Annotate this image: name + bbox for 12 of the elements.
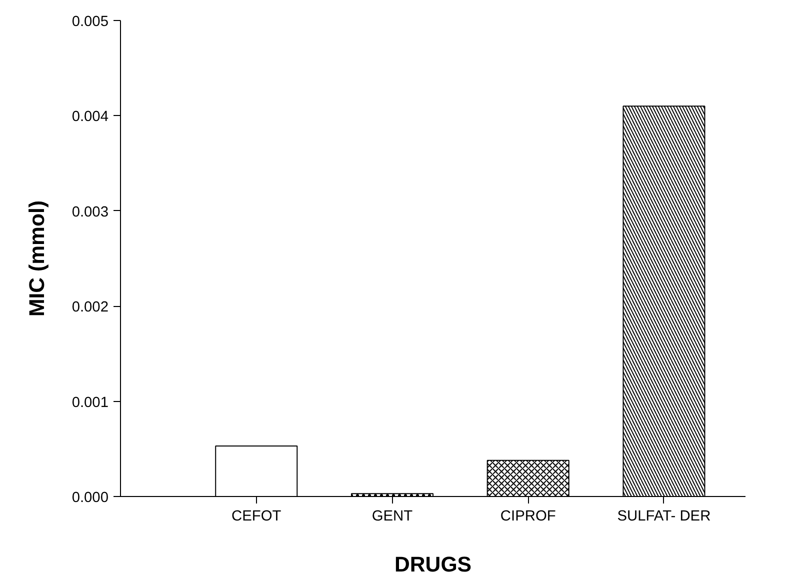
- x-axis-title: DRUGS: [394, 552, 472, 576]
- x-tick-label: SULFAT- DER: [617, 508, 711, 524]
- y-tick-label: 0.000: [72, 490, 109, 506]
- y-tick-label: 0.004: [72, 109, 109, 126]
- y-tick-label: 0.003: [72, 204, 109, 220]
- x-tick-label: CIPROF: [500, 508, 556, 524]
- x-tick-label: GENT: [372, 508, 413, 524]
- y-axis-title: MIC (mmol): [24, 200, 49, 317]
- y-tick-label: 0.001: [72, 394, 109, 411]
- y-tick-label: 0.005: [72, 14, 109, 30]
- y-tick-label: 0.002: [72, 300, 109, 316]
- x-tick-label: CEFOT: [232, 508, 282, 524]
